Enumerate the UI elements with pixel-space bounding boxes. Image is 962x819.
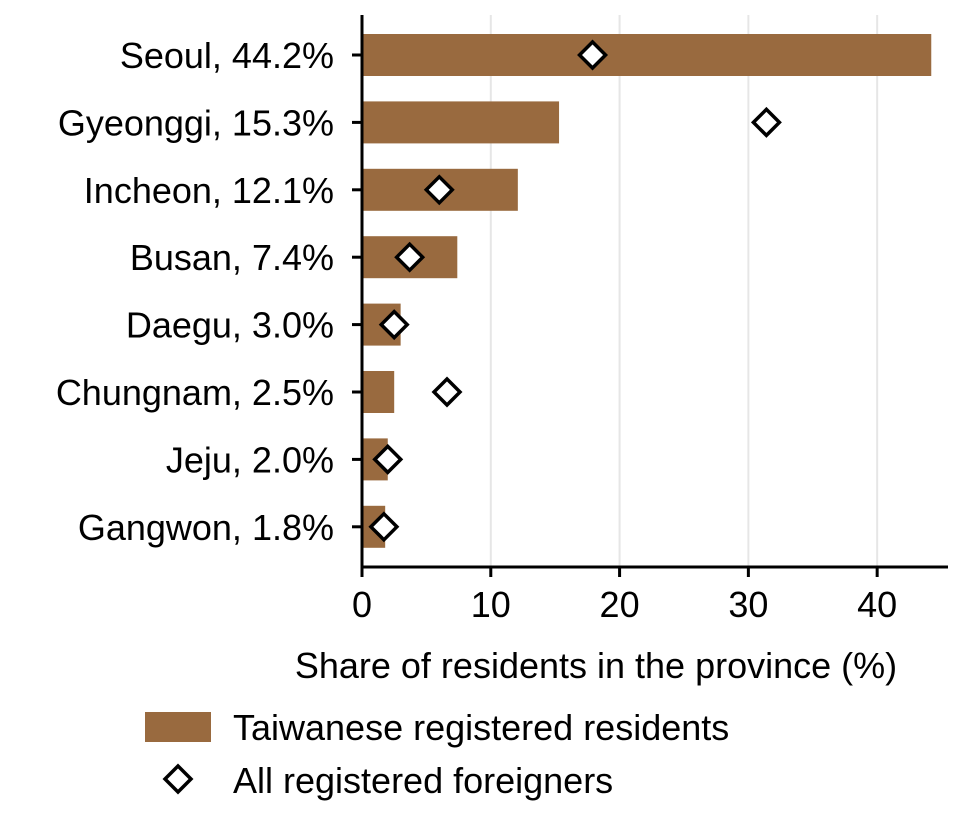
bar xyxy=(362,371,395,413)
x-tick-label: 40 xyxy=(857,584,897,625)
legend-swatch-bar xyxy=(145,712,211,742)
marker-diamond xyxy=(750,106,782,138)
x-tick-label: 10 xyxy=(471,584,511,625)
category-label: Chungnam, 2.5% xyxy=(56,372,334,413)
marker-diamond xyxy=(431,376,463,408)
marker-diamond xyxy=(423,174,455,206)
legend-swatch-diamond xyxy=(162,763,194,795)
category-labels: Seoul, 44.2% Gyeonggi, 15.3% Incheon, 12.1… xyxy=(56,35,334,548)
category-label: Daegu, 3.0% xyxy=(126,305,334,346)
x-tick-label: 30 xyxy=(728,584,768,625)
category-label: Gangwon, 1.8% xyxy=(78,507,334,548)
legend: Taiwanese registered residents All regis… xyxy=(145,707,729,801)
category-label: Busan, 7.4% xyxy=(130,237,334,278)
category-label: Gyeonggi, 15.3% xyxy=(58,102,334,143)
legend-label-bar: Taiwanese registered residents xyxy=(233,707,729,748)
marker-diamond xyxy=(577,39,609,71)
marker-diamond xyxy=(394,241,426,273)
marker-diamond xyxy=(368,511,400,543)
category-label: Incheon, 12.1% xyxy=(84,170,334,211)
category-label: Jeju, 2.0% xyxy=(166,439,334,480)
marker-diamond xyxy=(378,309,410,341)
x-axis-title: Share of residents in the province (%) xyxy=(295,645,897,686)
bar xyxy=(362,34,932,76)
x-tick-label: 20 xyxy=(600,584,640,625)
gridlines xyxy=(489,15,879,567)
category-label: Seoul, 44.2% xyxy=(120,35,334,76)
x-tick-label: 0 xyxy=(352,584,372,625)
marker-diamond xyxy=(372,443,404,475)
legend-label-diamond: All registered foreigners xyxy=(233,760,613,801)
axes xyxy=(352,15,948,577)
x-tick-labels: 0 10 20 30 40 xyxy=(352,584,897,625)
bar xyxy=(362,101,560,144)
marker-series xyxy=(368,39,782,543)
bar-series xyxy=(362,34,932,548)
